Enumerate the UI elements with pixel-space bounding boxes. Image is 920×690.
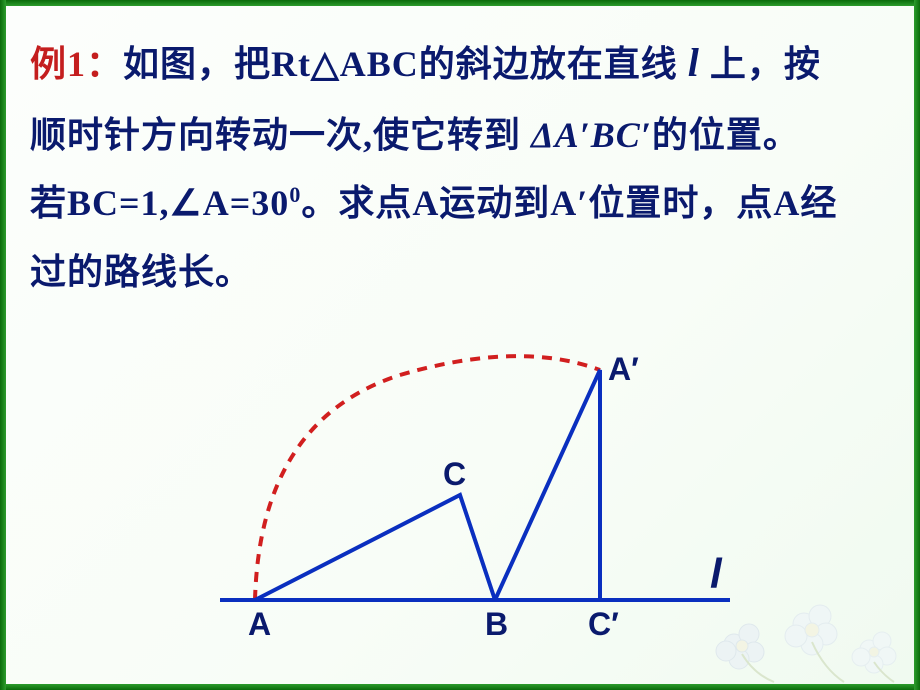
flower-decoration	[694, 554, 914, 684]
label-Ap: A′	[608, 351, 639, 387]
text-1b: 的斜边放在直线	[419, 44, 678, 84]
text-1a: 如图，把Rt	[123, 44, 311, 84]
triangle-abc: △ABC	[311, 44, 419, 84]
geometry-diagram: A B C C′ A′ l	[200, 320, 760, 670]
text-1c: 上，按	[710, 44, 821, 84]
text-2a: 顺时针方向转动一次,使它转到	[30, 115, 521, 155]
text-3a: 若BC=1,∠A=30	[30, 183, 289, 223]
slide-border-top	[0, 0, 920, 6]
slide-border-right	[914, 0, 920, 690]
label-A: A	[248, 606, 271, 642]
triangle-abc-shape	[255, 495, 495, 600]
var-l-1: l	[688, 40, 700, 85]
line-2: 顺时针方向转动一次,使它转到 ΔA′BC′的位置。	[30, 101, 890, 169]
triangle-abcp-shape	[495, 370, 600, 600]
degree-sup: 0	[289, 182, 301, 207]
line-3: 若BC=1,∠A=300。求点A运动到A′位置时，点A经	[30, 169, 890, 237]
problem-text: 例1：如图，把Rt△ABC的斜边放在直线 l 上，按 顺时针方向转动一次,使它转…	[30, 25, 890, 306]
slide-border-left	[0, 0, 6, 690]
label-Cp: C′	[588, 606, 619, 642]
example-label: 例1：	[30, 44, 123, 84]
label-B: B	[485, 606, 508, 642]
line-4: 过的路线长。	[30, 238, 890, 306]
label-C: C	[443, 456, 466, 492]
slide-border-bottom	[0, 684, 920, 690]
triangle-aprime-bcprime: ΔA′BC′	[531, 115, 652, 155]
text-3b: 。求点A运动到A′位置时，点A经	[301, 183, 837, 223]
line-1: 例1：如图，把Rt△ABC的斜边放在直线 l 上，按	[30, 25, 890, 101]
arc-path	[255, 356, 600, 600]
text-4: 过的路线长。	[30, 252, 252, 292]
text-2b: 的位置。	[652, 115, 800, 155]
